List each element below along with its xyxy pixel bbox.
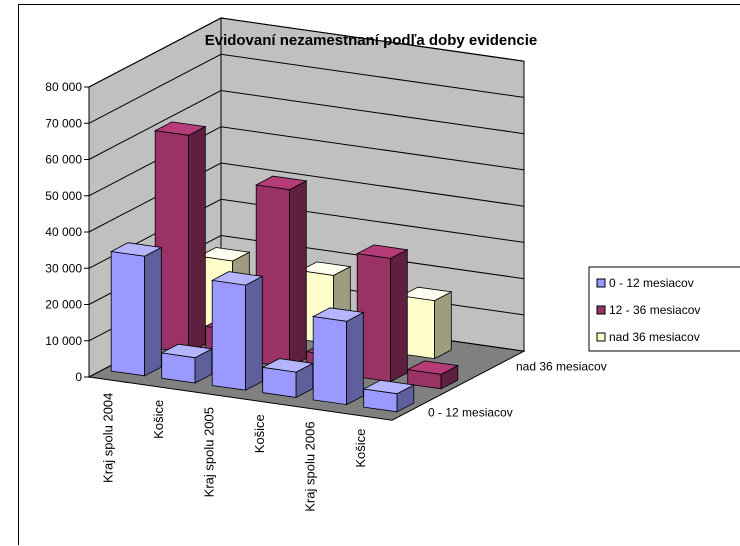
bar-top-face	[355, 244, 409, 259]
bar-top-face	[362, 379, 416, 395]
bar-top-face	[210, 271, 264, 286]
bar	[210, 271, 264, 391]
bar-side-face	[144, 246, 162, 377]
bar	[362, 379, 416, 413]
gridline	[88, 162, 525, 233]
bar-top-face	[311, 307, 365, 322]
bar-side-face	[390, 249, 408, 383]
y-tick-label: 70 000	[45, 116, 82, 130]
chart-frame: 80 000 70 000 60 000 50 000 40 000 30 000 20 0…	[18, 4, 740, 545]
bar-front-face	[262, 366, 297, 398]
bar-top-face	[406, 360, 460, 375]
bar-top-face	[254, 175, 308, 191]
bar	[406, 360, 460, 390]
bar-side-face	[245, 275, 263, 391]
x-category-label: Košice	[151, 400, 166, 439]
bar-side-face	[434, 291, 452, 360]
depth-axis-label: nad 36 mesiacov	[516, 360, 607, 374]
gridline	[88, 53, 525, 124]
x-category-label: Kraj spolu 2004	[100, 393, 115, 483]
x-category-label: Košice	[252, 414, 267, 453]
bar	[109, 242, 163, 377]
bar-side-face	[289, 180, 307, 368]
legend-frame	[588, 266, 740, 352]
bar-side-face	[346, 311, 364, 406]
bar-side-face	[188, 125, 206, 354]
y-tick-label: 80 000	[45, 80, 82, 94]
y-axis-ticks: 80 000 70 000 60 000 50 000 40 000 30 000 20 0…	[45, 80, 89, 384]
x-axis-categories: Kraj spolu 2004 Košice Kraj spolu 2005 Koši…	[100, 393, 368, 512]
legend-entry: 12 - 36 mesiacov	[609, 303, 700, 317]
gridline	[88, 126, 525, 197]
bar-top-face	[197, 247, 251, 262]
bar-front-face	[161, 352, 196, 384]
bar-top-face	[261, 358, 315, 373]
x-category-label: Kraj spolu 2005	[201, 407, 216, 497]
y-tick-label: 10 000	[45, 334, 82, 348]
bar	[399, 286, 453, 360]
y-tick-label: 20 000	[45, 298, 82, 312]
chart-legend: 0 - 12 mesiacov 12 - 36 mesiacov nad 36 me…	[588, 266, 740, 352]
legend-swatch	[596, 305, 606, 315]
x-category-label: Kraj spolu 2006	[302, 421, 317, 511]
bar	[160, 343, 214, 384]
bar-front-face	[312, 316, 348, 406]
gridline	[88, 89, 525, 160]
bar	[261, 358, 315, 399]
chart-svg: 80 000 70 000 60 000 50 000 40 000 30 000 20 0…	[45, 17, 740, 512]
bar	[311, 307, 365, 406]
chart-title: Evidovaní nezamestnaní podľa doby eviden…	[205, 32, 538, 49]
gridline	[88, 17, 525, 88]
bar-top-face	[109, 242, 163, 257]
y-tick-label: 50 000	[45, 189, 82, 203]
bar	[153, 121, 207, 354]
bar-front-face	[211, 279, 247, 391]
depth-axis-label: 0 - 12 mesiacov	[428, 406, 513, 420]
chart-bars	[109, 121, 460, 413]
bar	[355, 244, 409, 383]
legend-entry: nad 36 mesiacov	[609, 330, 700, 344]
x-category-label: Košice	[353, 429, 368, 468]
bar-front-face	[110, 251, 145, 377]
y-tick-label: 40 000	[45, 225, 82, 239]
bar-top-face	[399, 286, 453, 302]
bar-top-face	[153, 121, 207, 136]
bar	[254, 175, 308, 368]
y-tick-label: 60 000	[45, 153, 82, 167]
legend-swatch	[596, 278, 606, 288]
legend-swatch	[596, 332, 606, 342]
y-tick-label: 0	[75, 370, 82, 384]
bar-top-face	[298, 261, 352, 276]
legend-entry: 0 - 12 mesiacov	[609, 276, 694, 290]
depth-axis-labels: 0 - 12 mesiacov nad 36 mesiacov	[428, 360, 607, 420]
y-tick-label: 30 000	[45, 261, 82, 275]
